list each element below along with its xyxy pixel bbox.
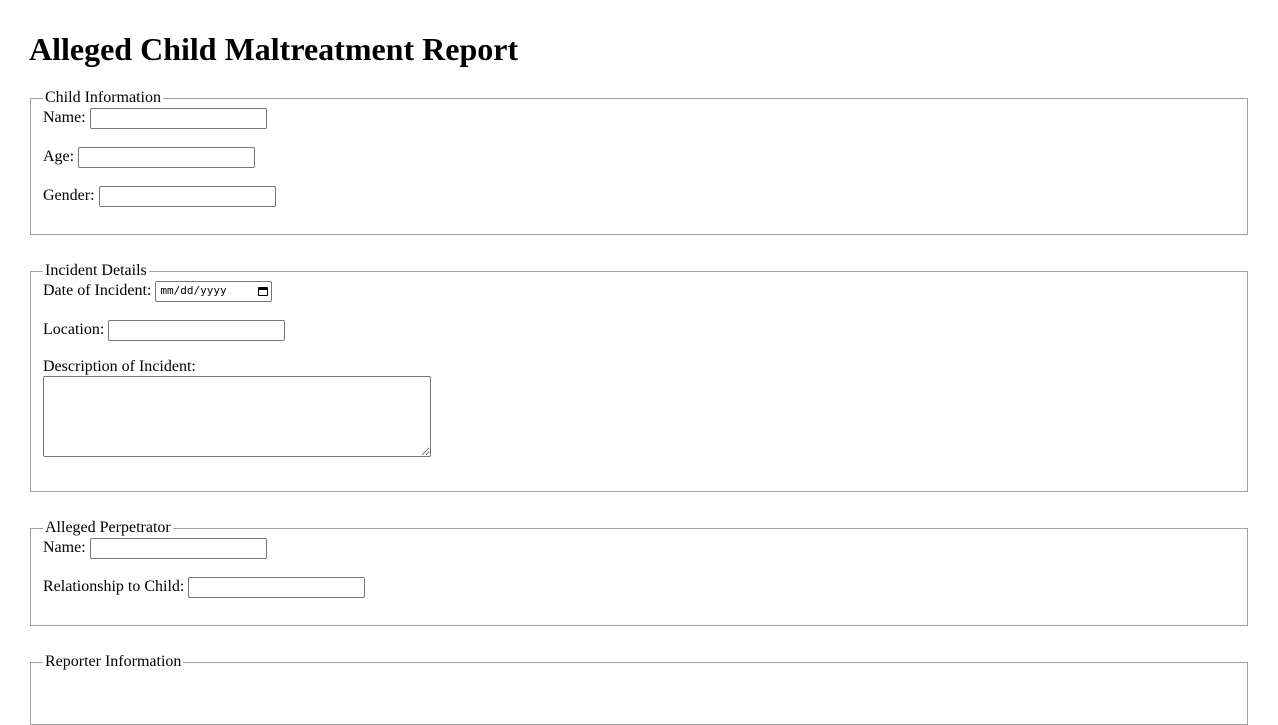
alleged-perpetrator-section: Alleged Perpetrator Name: Relationship t…: [30, 519, 1248, 626]
child-gender-label: Gender:: [43, 187, 95, 204]
relationship-input[interactable]: [188, 576, 366, 598]
perpetrator-name-input[interactable]: [89, 537, 267, 559]
section-legend: Alleged Perpetrator: [45, 519, 171, 536]
incident-details-section: Incident Details Date of Incident: mm/dd…: [30, 262, 1248, 492]
relationship-label: Relationship to Child:: [43, 578, 185, 595]
calendar-icon[interactable]: [258, 286, 269, 296]
reporter-information-section: Reporter Information: [30, 653, 1248, 725]
incident-date-label: Date of Incident:: [43, 282, 152, 299]
child-name-label: Name:: [43, 109, 86, 126]
child-name-input[interactable]: [89, 107, 267, 129]
incident-location-input[interactable]: [108, 319, 286, 341]
child-information-section: Child Information Name: Age: Gender:: [30, 89, 1248, 235]
incident-location-label: Location:: [43, 321, 105, 338]
page-title: Alleged Child Maltreatment Report: [29, 31, 519, 67]
incident-description-label: Description of Incident:: [43, 358, 196, 375]
child-age-input[interactable]: [78, 146, 256, 168]
section-legend: Reporter Information: [45, 653, 182, 670]
child-age-label: Age:: [43, 148, 75, 165]
section-legend: Child Information: [45, 89, 161, 106]
date-placeholder: mm/dd/yyyy: [160, 284, 227, 297]
perpetrator-name-label: Name:: [43, 539, 86, 556]
incident-date-input[interactable]: mm/dd/yyyy: [155, 280, 273, 302]
incident-description-textarea[interactable]: [43, 376, 431, 457]
section-legend: Incident Details: [45, 262, 147, 279]
child-gender-input[interactable]: [98, 185, 276, 207]
